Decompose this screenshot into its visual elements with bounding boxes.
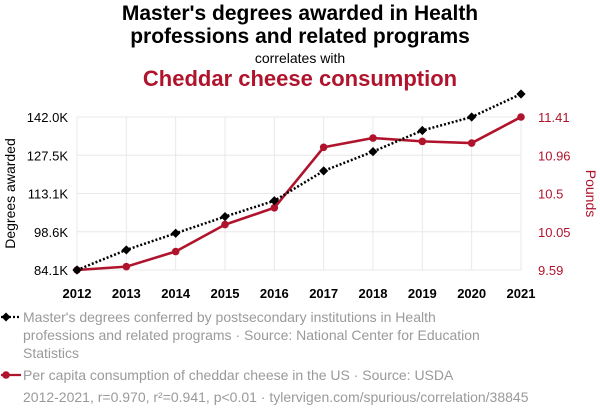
- legend-text-series1: Master's degrees conferred by postsecond…: [23, 309, 480, 361]
- y-right-tick-label: 9.59: [538, 263, 563, 278]
- y-left-tick-label: 98.6K: [34, 225, 68, 240]
- series-degrees-line: [76, 92, 522, 272]
- y-left-tick-label: 142.0K: [27, 110, 69, 125]
- point-cheddar-2014: [171, 247, 180, 256]
- legend-symbol-line-circle: [1, 371, 21, 379]
- second-title: Cheddar cheese consumption: [142, 66, 458, 91]
- x-tick-label: 2016: [260, 286, 289, 301]
- series-cheddar-line: [76, 115, 522, 272]
- point-cheddar-2016: [270, 203, 279, 212]
- y-right-tick-label: 10.05: [538, 225, 571, 240]
- point-cheddar-2015: [221, 220, 229, 229]
- legend-text-series2: Per capita consumption of cheddar cheese…: [23, 367, 454, 383]
- point-degrees-2021: [516, 89, 526, 99]
- footer-stats: 2012-2021, r=0.970, r²=0.941, p<0.01 · t…: [23, 389, 529, 405]
- x-tick-label: 2013: [112, 286, 141, 301]
- y-left-tick-label: 113.1K: [28, 187, 69, 202]
- point-degrees-2019: [417, 125, 427, 136]
- x-tick-label: 2015: [211, 286, 240, 301]
- x-tick-label: 2014: [161, 286, 191, 301]
- title-line-2: professions and related programs: [130, 25, 470, 48]
- x-tick-label: 2021: [507, 286, 536, 301]
- point-degrees-2015: [220, 212, 230, 222]
- y-left-tick-label: 127.5K: [27, 148, 69, 163]
- point-degrees-2014: [171, 228, 181, 238]
- y-right-tick-label: 10.96: [538, 148, 571, 163]
- point-degrees-2013: [121, 245, 131, 255]
- y-right-tick-label: 10.5: [538, 187, 563, 202]
- y-left-tick-label: 84.1K: [34, 263, 68, 278]
- point-cheddar-2019: [418, 137, 427, 146]
- point-cheddar-2017: [319, 143, 328, 152]
- x-tick-label: 2012: [63, 286, 92, 301]
- point-cheddar-2021: [517, 113, 525, 121]
- x-tick-label: 2017: [309, 286, 338, 301]
- y-right-axis-title: Pounds: [583, 170, 599, 217]
- point-degrees-2017: [319, 166, 329, 176]
- point-degrees-2016: [269, 196, 279, 206]
- point-cheddar-2020: [467, 139, 476, 147]
- y-left-axis-title: Degrees awarded: [2, 138, 18, 249]
- point-cheddar-2018: [369, 134, 377, 142]
- title-line-1: Master's degrees awarded in Health: [121, 2, 479, 25]
- correlates-text: correlates with: [254, 50, 346, 66]
- chart-title: Master's degrees awarded in Health profe…: [0, 2, 600, 48]
- x-tick-label: 2018: [359, 286, 388, 301]
- x-tick-label: 2020: [457, 286, 486, 301]
- point-degrees-2018: [368, 147, 378, 157]
- point-degrees-2012: [72, 265, 82, 275]
- y-right-tick-label: 11.41: [538, 110, 570, 125]
- x-tick-label: 2019: [408, 286, 437, 301]
- point-degrees-2020: [467, 112, 477, 122]
- point-cheddar-2013: [122, 262, 131, 271]
- legend-symbol-dotted-diamond: [1, 312, 21, 322]
